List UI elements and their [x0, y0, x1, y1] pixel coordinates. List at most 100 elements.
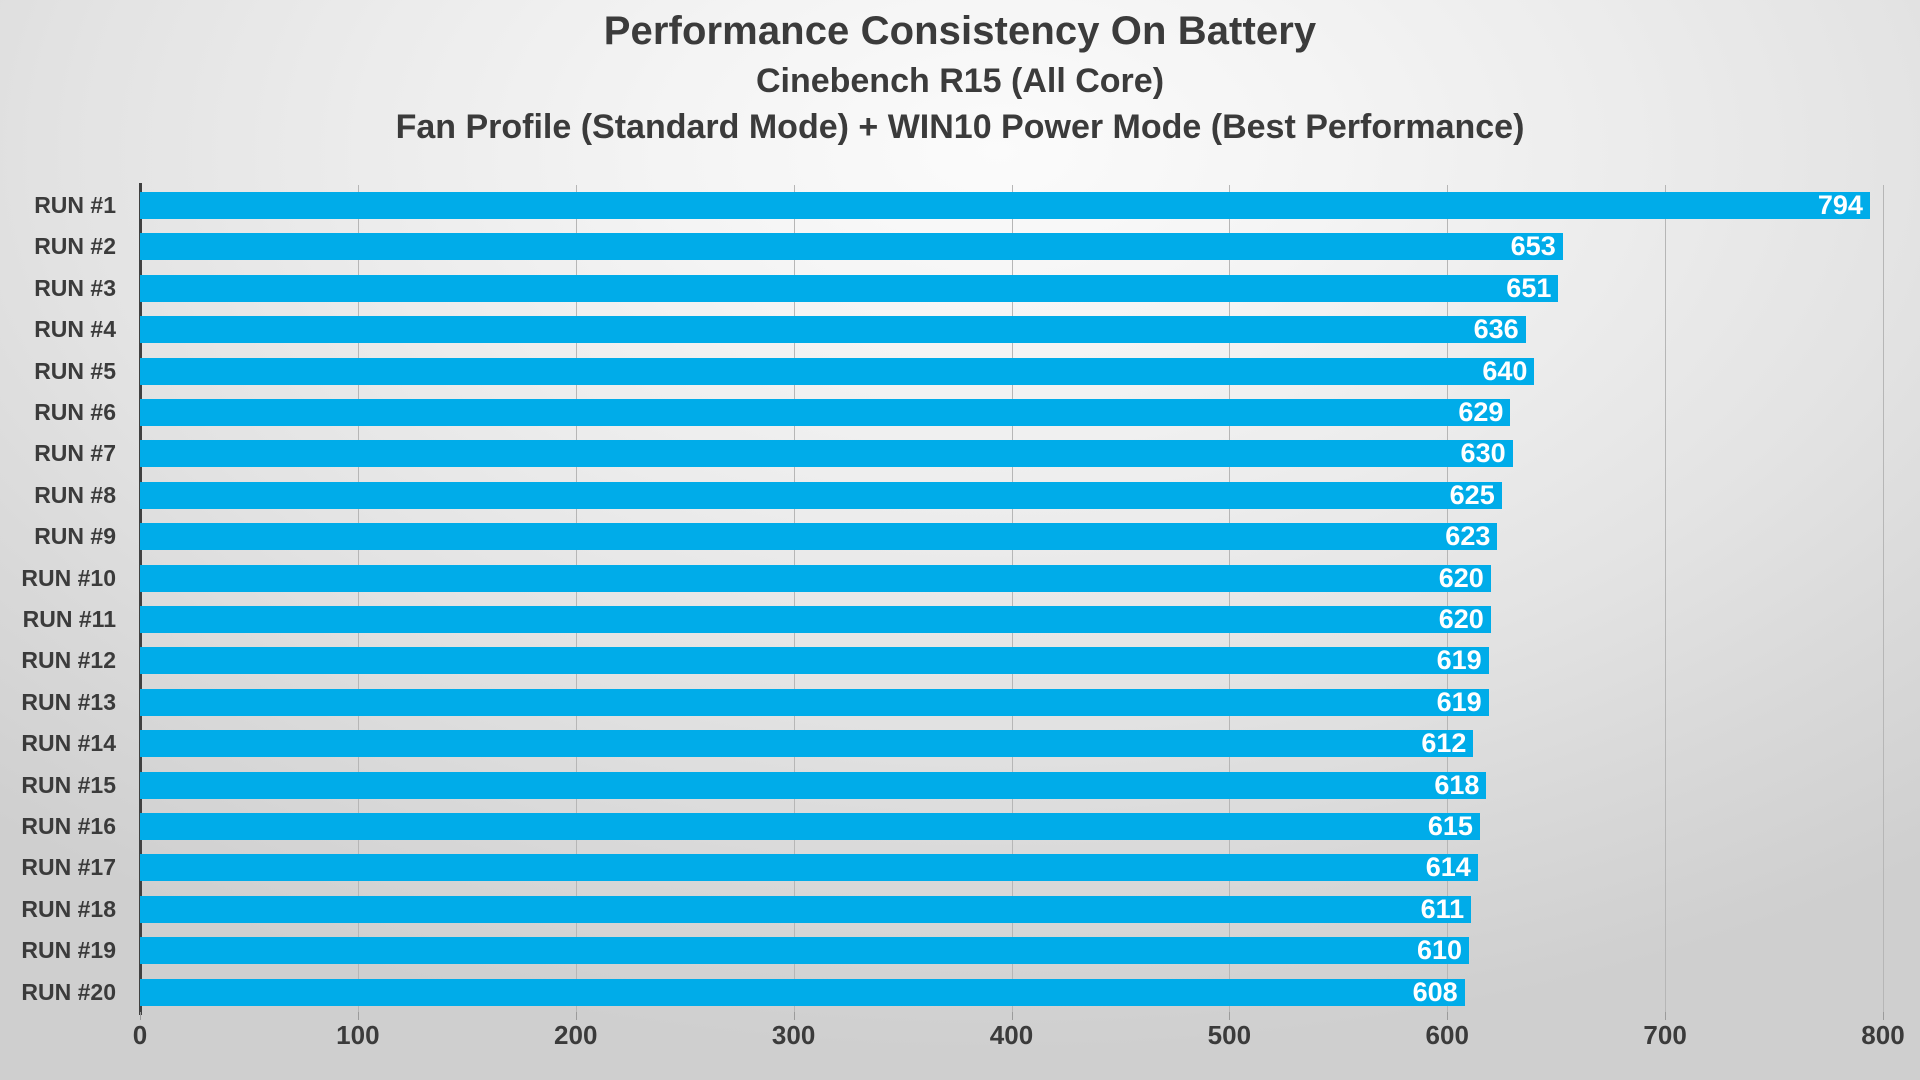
bar[interactable] [140, 937, 1470, 965]
bar-row[interactable]: 612 [140, 723, 1883, 764]
bar-row[interactable]: 651 [140, 268, 1883, 309]
bar-value-label: 619 [1436, 645, 1482, 676]
value-axis-tick-mark [1011, 1012, 1013, 1020]
bar[interactable] [140, 647, 1489, 675]
bar-row[interactable]: 620 [140, 599, 1883, 640]
bar[interactable] [140, 688, 1489, 716]
value-axis-tick-label: 0 [132, 1020, 148, 1050]
category-axis-label: RUN #14 [21, 730, 116, 757]
bar-value-label: 640 [1482, 355, 1528, 386]
bar-row[interactable]: 619 [140, 640, 1883, 681]
category-axis-label: RUN #15 [21, 771, 116, 798]
gridline [575, 185, 577, 1013]
category-axis-label: RUN #10 [21, 564, 116, 591]
bar[interactable] [140, 771, 1487, 799]
category-axis-label: RUN #20 [21, 978, 116, 1005]
bar-value-label: 653 [1510, 231, 1556, 262]
bar[interactable] [140, 854, 1478, 882]
bar[interactable] [140, 233, 1563, 261]
category-axis-label: RUN #6 [34, 399, 116, 425]
bar[interactable] [140, 730, 1474, 758]
bar[interactable] [140, 316, 1526, 344]
bar-row[interactable]: 610 [140, 930, 1883, 971]
chart-subtitle-secondary: Fan Profile (Standard Mode) + WIN10 Powe… [395, 108, 1525, 146]
gridline [1883, 185, 1884, 1013]
bar-value-label: 610 [1416, 935, 1463, 966]
bar-row[interactable]: 794 [140, 185, 1883, 226]
bar-row[interactable]: 611 [140, 889, 1883, 930]
category-axis-label: RUN #11 [22, 606, 116, 632]
chart-subtitle: Cinebench R15 (All Core) [755, 62, 1165, 100]
category-axis-label: RUN #5 [34, 357, 116, 384]
bar[interactable] [140, 399, 1511, 426]
category-axis-label: RUN #9 [34, 523, 116, 550]
category-axis: RUN #1 RUN #2 RUN #3 RUN #4 RUN #5 RUN #6 RUN … [0, 185, 128, 1013]
bar-row[interactable]: 619 [140, 682, 1883, 723]
category-axis-label: RUN #12 [21, 647, 116, 674]
bar-series: 794 653 651 636 640 629 630 625 623 620 620 619 619 6… [140, 185, 1883, 1013]
value-axis-tick-mark [1447, 1012, 1449, 1020]
category-axis-label: RUN #18 [21, 895, 116, 922]
bar[interactable] [140, 564, 1491, 592]
bar-row[interactable]: 615 [140, 806, 1883, 847]
bar[interactable] [140, 357, 1535, 385]
bar[interactable] [140, 606, 1491, 633]
gridline [1447, 185, 1449, 1013]
category-axis-label: RUN #3 [34, 274, 116, 301]
bar-row[interactable]: 630 [140, 433, 1883, 474]
bar-row[interactable]: 625 [140, 475, 1883, 516]
category-axis-label: RUN #13 [21, 688, 116, 715]
bar[interactable] [140, 440, 1513, 468]
bar[interactable] [140, 813, 1480, 840]
bar-value-label: 630 [1460, 438, 1506, 469]
value-axis-tick-label: 600 [1425, 1020, 1469, 1050]
value-axis-tick-mark [140, 1012, 141, 1020]
bar-value-label: 612 [1421, 728, 1467, 759]
bar-row[interactable]: 623 [140, 516, 1883, 557]
value-axis-tick-label: 400 [989, 1020, 1034, 1050]
bar[interactable] [140, 978, 1465, 1006]
gridline [1229, 185, 1231, 1013]
bar-row[interactable]: 653 [140, 226, 1883, 267]
bar[interactable] [140, 274, 1559, 302]
gridline [1665, 185, 1667, 1013]
category-axis-label: RUN #17 [21, 854, 116, 881]
bar-value-label: 618 [1434, 769, 1480, 800]
category-axis-label: RUN #19 [21, 937, 116, 964]
bar-row[interactable]: 614 [140, 847, 1883, 888]
value-axis-tick-mark [575, 1012, 577, 1020]
bar-row[interactable]: 620 [140, 558, 1883, 599]
bar-value-label: 620 [1438, 604, 1484, 634]
bar[interactable] [140, 192, 1870, 219]
value-axis-tick-label: 800 [1861, 1020, 1905, 1050]
bar-value-label: 611 [1420, 893, 1465, 924]
bar-value-label: 794 [1817, 190, 1863, 220]
value-axis: 0 100 200 300 400 500 600 700 800 [133, 1012, 1905, 1070]
bar-row[interactable]: 640 [140, 351, 1883, 392]
bar-row[interactable]: 636 [140, 309, 1883, 350]
plot-area: 794 653 651 636 640 629 630 625 623 620 620 619 619 6… [140, 185, 1884, 1013]
bar-value-label: 629 [1458, 397, 1504, 427]
page-title: Performance Consistency On Battery [603, 9, 1317, 53]
category-axis-label: RUN #1 [34, 192, 116, 218]
value-axis-tick-label: 500 [1207, 1020, 1252, 1050]
category-axis-label: RUN #4 [34, 316, 116, 343]
bar[interactable] [140, 481, 1502, 509]
bar-row[interactable]: 608 [140, 972, 1883, 1013]
bar[interactable] [140, 523, 1498, 551]
value-axis-tick-label: 200 [554, 1020, 598, 1050]
bar-row[interactable]: 618 [140, 765, 1883, 806]
bar-value-label: 651 [1506, 272, 1552, 303]
value-axis-tick-label: 300 [771, 1020, 816, 1050]
value-axis-tick-label: 100 [336, 1020, 380, 1050]
value-axis-tick-mark [357, 1012, 359, 1020]
category-axis-label: RUN #8 [34, 481, 116, 508]
bar-row[interactable]: 629 [140, 392, 1883, 433]
gridline [357, 185, 359, 1013]
category-axis-label: RUN #2 [34, 233, 116, 260]
value-axis-line [139, 183, 142, 1015]
category-axis-label: RUN #16 [21, 813, 116, 839]
category-axis-label: RUN #7 [34, 440, 116, 467]
value-axis-tick-mark [1229, 1012, 1231, 1020]
bar[interactable] [140, 895, 1472, 923]
